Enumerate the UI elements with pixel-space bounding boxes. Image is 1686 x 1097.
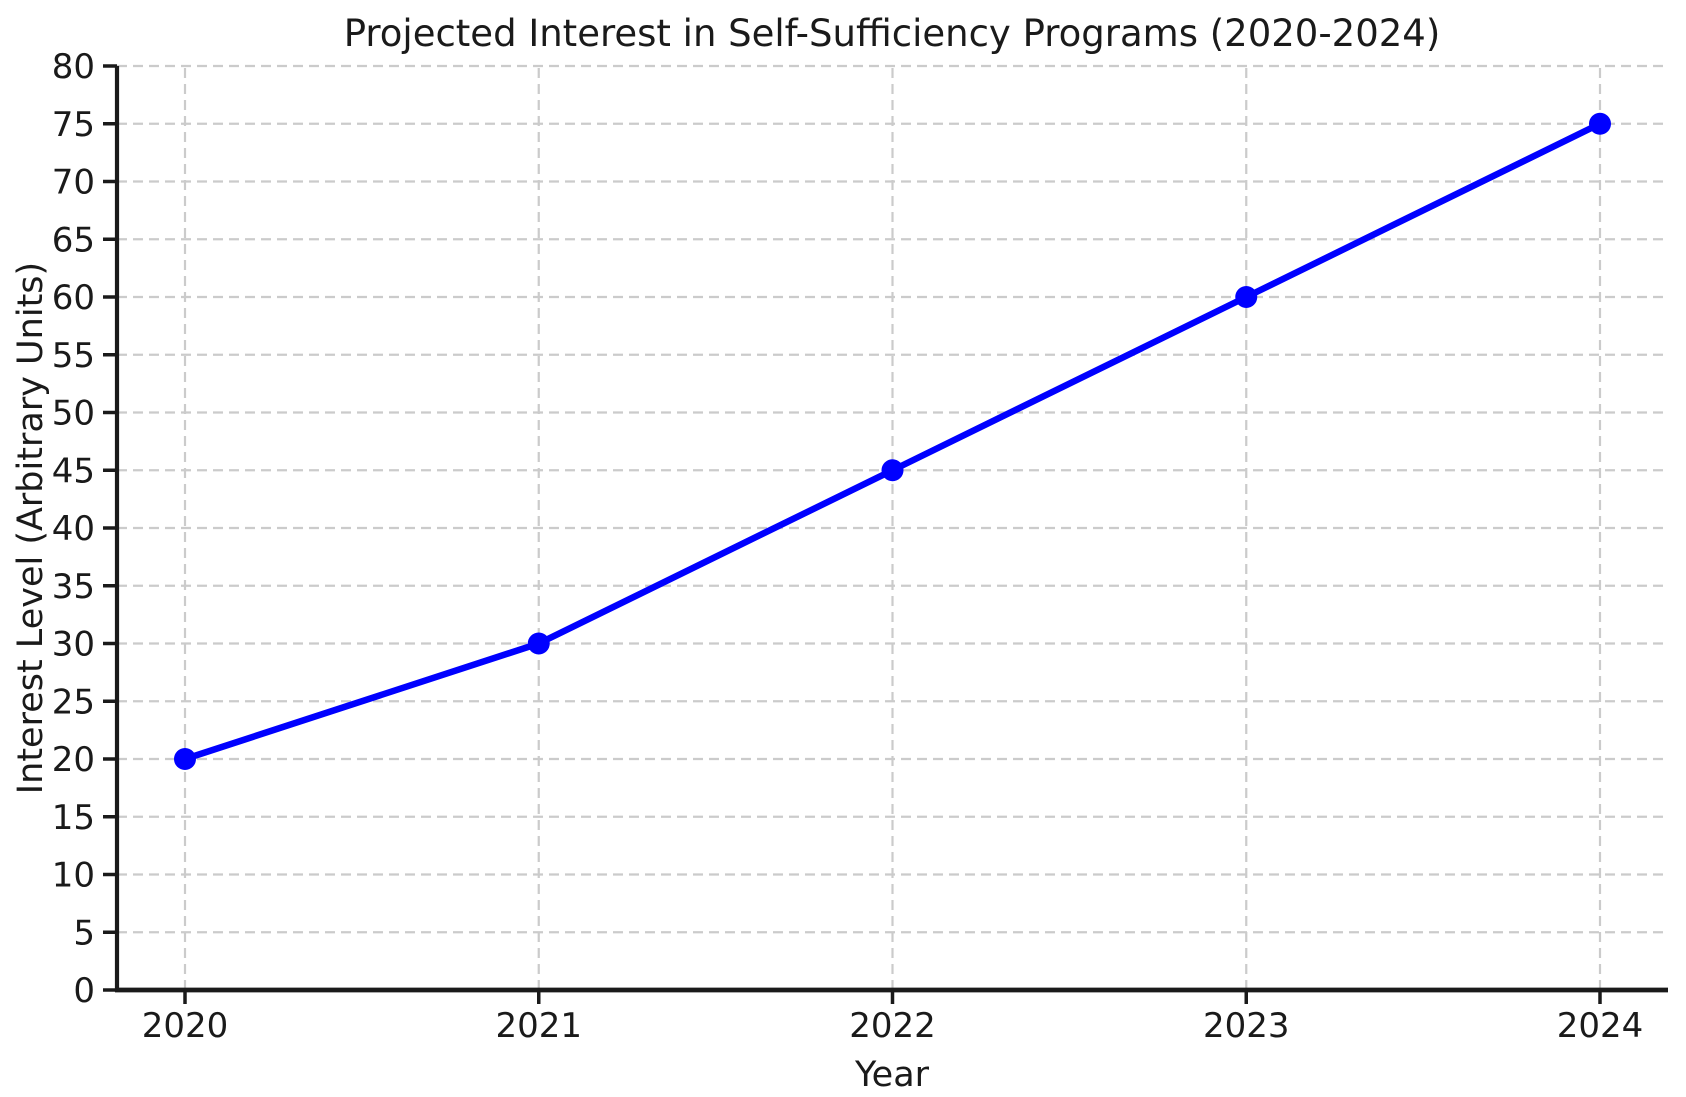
data-point-2024 xyxy=(1589,112,1611,135)
y-tick-label: 50 xyxy=(52,394,95,434)
y-tick-label: 40 xyxy=(52,509,95,549)
grid-layer xyxy=(117,64,1668,992)
y-tick-label: 60 xyxy=(52,278,95,318)
y-tick-label: 5 xyxy=(73,913,95,953)
y-tick-label: 10 xyxy=(52,856,95,896)
y-tick-label: 70 xyxy=(52,163,95,203)
x-tick-label: 2022 xyxy=(849,1006,936,1046)
y-tick-label: 20 xyxy=(52,740,95,780)
y-axis-label: Interest Level (Arbitrary Units) xyxy=(11,262,51,794)
y-tick-label: 15 xyxy=(52,798,95,838)
x-axis-label: Year xyxy=(854,1055,930,1095)
x-tick-label: 2020 xyxy=(142,1006,229,1046)
series-layer xyxy=(174,112,1611,770)
y-tick-label: 45 xyxy=(52,451,95,491)
y-tick-label: 55 xyxy=(52,336,95,376)
y-tick-label: 35 xyxy=(52,567,95,607)
axis-layer xyxy=(103,64,1668,1004)
y-tick-label: 65 xyxy=(52,220,95,260)
data-point-2021 xyxy=(527,632,550,655)
chart-title: Projected Interest in Self-Sufficiency P… xyxy=(344,12,1441,55)
data-point-2020 xyxy=(174,748,196,770)
data-point-2022 xyxy=(881,459,904,482)
y-tick-label: 25 xyxy=(52,682,95,722)
x-tick-label: 2021 xyxy=(495,1006,582,1046)
x-tick-label: 2024 xyxy=(1557,1006,1644,1046)
data-point-2023 xyxy=(1235,286,1258,308)
y-tick-label: 30 xyxy=(52,625,95,665)
x-tick-label: 2023 xyxy=(1203,1006,1290,1046)
y-tick-label: 0 xyxy=(73,971,95,1011)
y-tick-label: 80 xyxy=(52,47,95,87)
tick-label-layer: 0 5 10 15 20 25 30 35 40 45 50 55 60 65 70 75 80 2020 2021… xyxy=(52,47,1644,1046)
y-tick-label: 75 xyxy=(52,105,95,145)
